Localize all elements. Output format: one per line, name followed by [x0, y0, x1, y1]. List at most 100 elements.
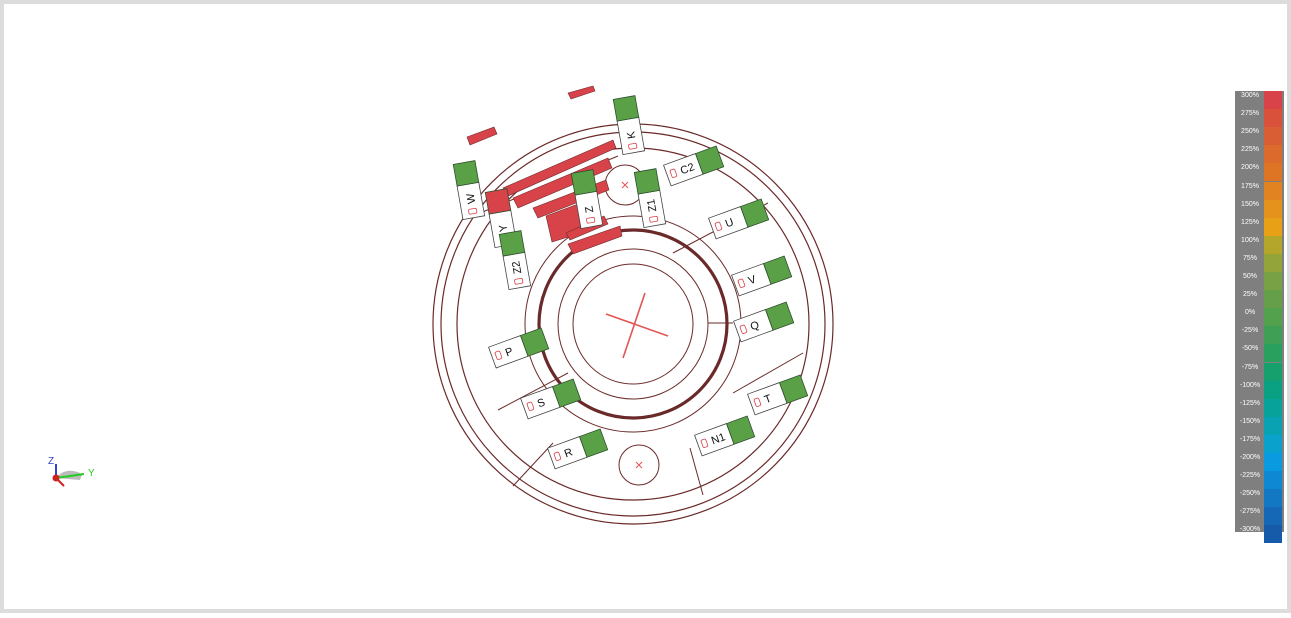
legend-swatch: [1264, 326, 1282, 345]
component-label: S: [536, 397, 547, 411]
board-drawing[interactable]: K W Z Z1 C2 Y Z2 U VQ P S T R N1: [8, 8, 1291, 613]
capacitor-icon: [628, 142, 638, 150]
legend-swatch: [1264, 308, 1282, 327]
component-v[interactable]: V: [731, 255, 793, 297]
capacitor-icon: [586, 216, 596, 224]
capacitor-icon: [714, 221, 723, 231]
component-label: Y: [497, 223, 510, 233]
legend-row: 25%: [1235, 290, 1284, 309]
legend-row: 275%: [1235, 109, 1284, 128]
legend-swatch: [1264, 163, 1282, 182]
legend-row: 150%: [1235, 199, 1284, 218]
component-pad: [765, 301, 795, 331]
legend-swatch: [1264, 398, 1282, 417]
component-pad: [726, 415, 756, 445]
legend-label: 275%: [1241, 110, 1259, 118]
legend-label: 200%: [1241, 164, 1259, 172]
component-r[interactable]: R: [547, 428, 609, 470]
legend-row: -25%: [1235, 326, 1284, 345]
capacitor-icon: [753, 397, 762, 407]
capacitor-icon: [739, 324, 748, 334]
component-label: Z: [583, 205, 596, 214]
legend-row: -275%: [1235, 507, 1284, 526]
legend-swatch: [1264, 272, 1282, 290]
legend-row: -150%: [1235, 416, 1284, 435]
component-z1[interactable]: Z1: [633, 168, 667, 229]
legend-row: 125%: [1235, 217, 1284, 236]
component-pad: [633, 168, 661, 195]
divider-left-2: [497, 372, 569, 411]
legend-swatch: [1264, 471, 1282, 490]
legend-swatch: [1264, 199, 1282, 218]
legend-swatch: [1264, 290, 1282, 309]
capacitor-icon: [468, 207, 478, 215]
3d-viewport[interactable]: K W Z Z1 C2 Y Z2 U V Q P S T R N1 Z Y: [8, 8, 1291, 613]
legend-swatch: [1264, 380, 1282, 399]
legend-row: 175%: [1235, 181, 1284, 200]
component-k[interactable]: K: [612, 95, 646, 156]
legend-swatch: [1264, 507, 1282, 526]
legend-row: -75%: [1235, 362, 1284, 381]
component-label: Z2: [510, 260, 524, 275]
component-q[interactable]: Q: [733, 301, 795, 343]
legend-label: -125%: [1239, 399, 1261, 407]
legend-swatch: [1264, 91, 1282, 109]
legend-label: 50%: [1242, 273, 1257, 280]
legend-swatch: [1264, 109, 1282, 128]
legend-row: 300%: [1235, 91, 1284, 109]
component-s[interactable]: S: [520, 378, 582, 420]
legend-row: -200%: [1235, 453, 1284, 471]
component-label: W: [465, 192, 479, 205]
center-marker: [605, 292, 669, 359]
component-n1[interactable]: N1: [694, 415, 756, 457]
legend-label: -50%: [1241, 345, 1259, 353]
legend-label: -250%: [1239, 490, 1261, 498]
component-label: V: [747, 273, 759, 287]
bottom-hole: [618, 444, 660, 486]
component-pad: [452, 160, 480, 187]
legend-row: -300%: [1235, 525, 1284, 544]
capacitor-icon: [669, 168, 678, 178]
component-pad: [740, 198, 770, 228]
component-w[interactable]: W: [452, 160, 486, 221]
legend-label: 250%: [1241, 128, 1259, 136]
component-c2[interactable]: C2: [663, 145, 725, 187]
legend-label: 150%: [1241, 200, 1259, 208]
legend-row: 100%: [1235, 235, 1284, 254]
legend-row: 50%: [1235, 272, 1284, 290]
component-t[interactable]: T: [747, 374, 809, 416]
component-pad: [552, 378, 582, 408]
legend-label: -200%: [1239, 454, 1261, 461]
legend-row: -250%: [1235, 489, 1284, 508]
component-label: U: [724, 216, 736, 230]
component-z2[interactable]: Z2: [498, 230, 532, 291]
legend-row: 225%: [1235, 145, 1284, 164]
hub-ring-inner: [572, 263, 694, 385]
component-label: P: [504, 346, 515, 360]
component-u[interactable]: U: [708, 198, 770, 240]
legend-label: 300%: [1241, 92, 1259, 99]
legend-swatch: [1264, 489, 1282, 508]
stress-regions: [466, 85, 623, 255]
component-p[interactable]: P: [488, 327, 550, 369]
inner-ring-thick: [537, 228, 729, 420]
legend-label: -275%: [1239, 508, 1261, 516]
component-z[interactable]: Z: [570, 169, 604, 230]
component-pad: [579, 428, 609, 458]
component-label: C2: [679, 161, 696, 177]
legend-row: -125%: [1235, 398, 1284, 417]
legend-row: 75%: [1235, 253, 1284, 272]
legend-swatch: [1264, 127, 1282, 146]
capacitor-icon: [514, 277, 524, 285]
legend-label: 75%: [1242, 254, 1257, 262]
component-pad: [498, 230, 526, 257]
legend-row: 200%: [1235, 163, 1284, 182]
component-pad: [570, 169, 598, 196]
legend-swatch: [1264, 525, 1282, 544]
legend-label: 25%: [1242, 291, 1257, 299]
component-label: K: [625, 130, 638, 140]
component-pad: [612, 95, 640, 122]
legend-swatch: [1264, 253, 1282, 272]
legend-label: -300%: [1239, 526, 1261, 534]
